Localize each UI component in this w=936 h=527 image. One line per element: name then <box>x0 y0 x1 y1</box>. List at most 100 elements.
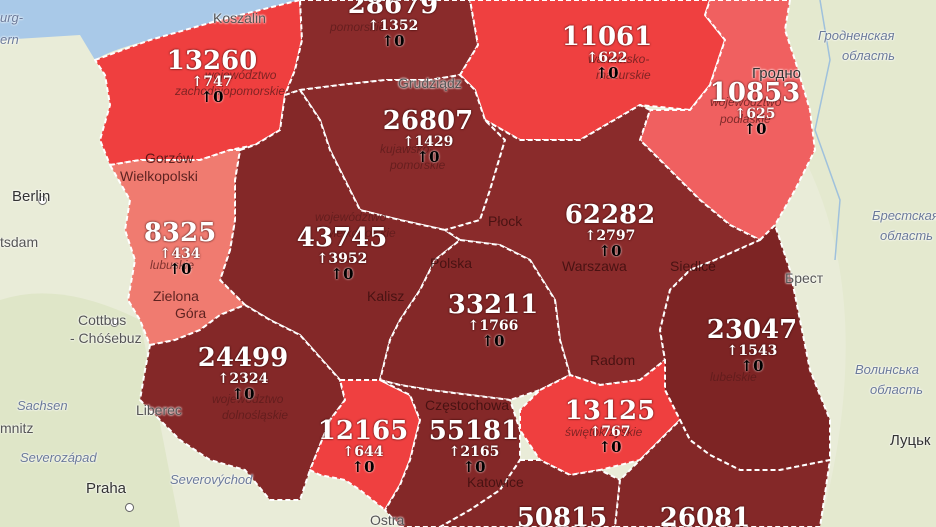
stat-lubelskie[interactable]: 23047 ↑1543 ↑0 <box>707 317 797 374</box>
place-praha: Praha <box>86 480 127 497</box>
cases-count: 50815 <box>516 503 608 527</box>
deaths-count: ↑625 <box>734 106 776 122</box>
berlin-dot <box>38 196 47 205</box>
region-label-dln-2: dolnośląskie <box>222 408 289 422</box>
region-lodzkie <box>379 239 571 401</box>
region-swietokrzyskie <box>519 359 681 476</box>
cases-count: 43745 <box>296 223 388 253</box>
stat-lubuskie[interactable]: 8325 ↑434 ↑0 <box>144 220 216 277</box>
place-grodno-oblast-2: область <box>842 48 895 63</box>
deaths-count: ↑434 <box>159 246 201 262</box>
region-label-pomorskie: pomorskie <box>330 20 386 34</box>
today-count: ↑0 <box>598 438 622 456</box>
place-cottbus: Cottbus <box>78 312 127 328</box>
stat-slaskie[interactable]: 55181 ↑2165 ↑0 <box>429 418 519 475</box>
place-brest-oblast-2: область <box>880 228 933 243</box>
place-brest-oblast-1: Брестская <box>872 208 936 223</box>
region-label-kuj-1: kujawsko- <box>380 142 434 156</box>
stat-pomorskie[interactable]: 28679 ↑1352 ↑0 <box>348 0 438 49</box>
cases-count: 13125 <box>564 396 656 426</box>
place-wielkopolski: Wielkopolski <box>120 168 198 184</box>
stat-lodzkie[interactable]: 33211 ↑1766 ↑0 <box>448 292 538 349</box>
region-label-swk-2: świętokrzyskie <box>565 425 643 439</box>
cases-count: 28679 <box>347 0 439 20</box>
stat-warminsko-mazurskie[interactable]: 11061 ↑622 ↑0 <box>562 24 652 81</box>
deaths-count: ↑747 <box>191 74 233 90</box>
stat-zachodniopomorskie[interactable]: 13260 ↑747 ↑0 <box>167 48 257 105</box>
deaths-count: ↑622 <box>586 50 628 66</box>
cottbus-dot <box>110 318 119 327</box>
deaths-count: ↑767 <box>589 424 631 440</box>
today-count: ↑0 <box>481 332 505 350</box>
cases-count: 8325 <box>143 218 217 248</box>
today-count: ↑0 <box>330 265 354 283</box>
stat-wielkopolskie[interactable]: 43745 ↑3952 ↑0 <box>297 225 387 282</box>
place-siedlce: Siedlce <box>670 258 716 274</box>
cases-count: 33211 <box>447 290 539 320</box>
region-label-podl-1: województwo <box>710 95 782 109</box>
place-gora: Góra <box>175 305 207 321</box>
stat-opolskie[interactable]: 12165 ↑644 ↑0 <box>318 418 408 475</box>
place-sachsen: Sachsen <box>17 398 68 413</box>
region-label-wlkp-1: województwo <box>315 210 387 224</box>
place-severovychod: Severovýchod <box>170 472 253 487</box>
place-ostrava: Ostra <box>370 512 405 527</box>
place-severozapad: Severozápad <box>20 450 97 465</box>
today-count: ↑0 <box>231 385 255 403</box>
place-grodno-oblast-1: Гродненская <box>818 28 895 43</box>
region-label-kuj-2: pomorskie <box>390 158 446 172</box>
stat-podkarpackie[interactable]: 26081 <box>660 505 750 527</box>
place-koszalin: Koszalin <box>213 10 266 26</box>
deaths-count: ↑1429 <box>402 134 454 150</box>
stat-dolnoslaskie[interactable]: 24499 ↑2324 ↑0 <box>198 345 288 402</box>
place-mnitz: mnitz <box>0 420 34 436</box>
cases-count: 24499 <box>197 343 289 373</box>
deaths-count: ↑644 <box>342 444 384 460</box>
place-kalisz: Kalisz <box>367 288 405 304</box>
place-volyn-1: Волинська <box>855 362 920 377</box>
stat-swietokrzyskie[interactable]: 13125 ↑767 ↑0 <box>565 398 655 455</box>
stat-malopolskie[interactable]: 50815 <box>517 505 607 527</box>
region-label-dln-1: województwo <box>212 392 284 406</box>
place-grodno: Гродно <box>752 65 802 82</box>
place-gorzow: Gorzów <box>145 150 194 166</box>
region-podlaskie <box>639 0 816 241</box>
cases-count: 26807 <box>382 106 474 136</box>
today-count: ↑0 <box>743 120 767 138</box>
region-lubelskie <box>659 224 831 471</box>
stat-mazowieckie[interactable]: 62282 ↑2797 ↑0 <box>565 202 655 259</box>
region-label-zachodnio-1: województwo <box>205 68 277 82</box>
deaths-count: ↑2797 <box>584 228 636 244</box>
place-plock: Płock <box>488 213 523 229</box>
deaths-count: ↑1543 <box>726 343 778 359</box>
cases-count: 62282 <box>564 200 656 230</box>
cases-count: 13260 <box>166 46 258 76</box>
today-count: ↑0 <box>200 88 224 106</box>
deaths-count: ↑3952 <box>316 251 368 267</box>
region-zachodniopomorskie <box>94 0 303 166</box>
today-count: ↑0 <box>416 148 440 166</box>
region-label-warm-1: warmińsko- <box>588 52 650 66</box>
deaths-count: ↑1352 <box>367 18 419 34</box>
today-count: ↑0 <box>381 32 405 50</box>
place-potsdam: tsdam <box>0 234 39 250</box>
place-radom: Radom <box>590 352 636 368</box>
stat-podlaskie[interactable]: 10853 ↑625 ↑0 <box>710 80 800 137</box>
cases-count: 10853 <box>709 78 801 108</box>
today-count: ↑0 <box>351 458 375 476</box>
today-count: ↑0 <box>462 458 486 476</box>
place-warszawa: Warszawa <box>562 258 627 274</box>
region-label-zachodnio-2: zachodniopomorskie <box>175 84 286 98</box>
region-label-wlkp-2: wielkopolskie <box>325 226 396 240</box>
stat-kujawsko-pomorskie[interactable]: 26807 ↑1429 ↑0 <box>383 108 473 165</box>
place-chosebuz: - Chóśebuz <box>70 330 142 346</box>
cases-count: 12165 <box>317 416 409 446</box>
place-burg: urg- <box>0 10 24 25</box>
today-count: ↑0 <box>740 357 764 375</box>
cases-count: 23047 <box>706 315 798 345</box>
place-ern: ern <box>0 32 19 47</box>
place-berlin: Berlin <box>12 188 51 205</box>
region-label-lub-2: lubuskie <box>150 258 195 272</box>
